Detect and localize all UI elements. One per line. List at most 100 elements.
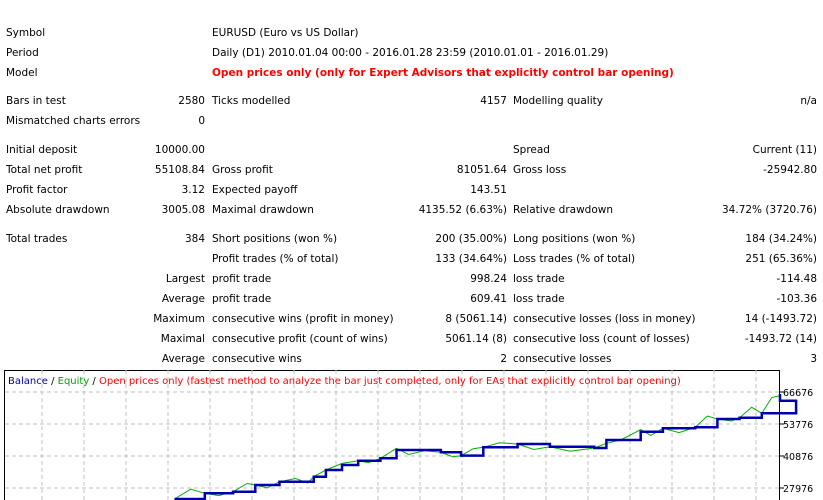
stats-label: Total trades (6, 233, 68, 245)
legend-balance: Balance (8, 376, 48, 387)
stats-row: Maximal consecutive profit (count of wins… (0, 329, 823, 349)
stats-value: Current (11) (752, 144, 817, 156)
stats-value: Maximal (160, 333, 205, 345)
stats-label: Mismatched charts errors (6, 115, 141, 127)
stats-value: 4157 (480, 95, 507, 107)
stats-label: Initial deposit (6, 144, 78, 156)
symbol-row: Symbol EURUSD (Euro vs US Dollar) (0, 23, 823, 43)
model-label: Model (6, 67, 38, 79)
chart-frame (4, 370, 780, 500)
stats-label: Ticks modelled (212, 95, 291, 107)
stats-label: Total net profit (6, 164, 83, 176)
stats-value: n/a (800, 95, 817, 107)
stats-value: 251 (65.36%) (745, 253, 817, 265)
stats-value: 14 (-1493.72) (744, 313, 817, 325)
y-tick-label: 53776 (783, 420, 813, 431)
stats-label: consecutive wins (212, 353, 302, 365)
stats-value: -103.36 (776, 293, 817, 305)
stats-label: Modelling quality (513, 95, 603, 107)
stats-value: 3.12 (181, 184, 205, 196)
stats-row: Total net profit 55108.84 Gross profit 8105… (0, 160, 823, 180)
stats-value: Maximum (153, 313, 205, 325)
stats-value: 5061.14 (8) (445, 333, 507, 345)
model-row: Model Open prices only (only for Expert … (0, 63, 823, 83)
y-tick-label: 66676 (783, 388, 813, 399)
stats-label: Profit factor (6, 184, 68, 196)
stats-value: 34.72% (3720.76) (722, 204, 817, 216)
stats-value: 200 (35.00%) (435, 233, 507, 245)
stats-row: Profit trades (% of total) 133 (34.64%) Lo… (0, 249, 823, 269)
stats-value: 4135.52 (6.63%) (418, 204, 507, 216)
stats-value: -114.48 (776, 273, 817, 285)
stats-label: profit trade (212, 273, 272, 285)
stats-value: Average (161, 293, 205, 305)
stats-row: Mismatched charts errors 0 (0, 111, 823, 131)
legend-sep2: / (89, 376, 99, 387)
balance-equity-chart: 66676 53776 40876 27976 Balance / Equity / … (4, 370, 813, 500)
stats-value: 184 (34.24%) (745, 233, 817, 245)
stats-label: Gross profit (212, 164, 273, 176)
stats-row: Average consecutive wins 2 consecutive loss… (0, 349, 823, 369)
stats-value: 8 (5061.14) (445, 313, 507, 325)
chart-grid (5, 370, 780, 500)
stats-label: loss trade (513, 293, 565, 305)
stats-value: 10000.00 (154, 144, 205, 156)
stats-value: 55108.84 (154, 164, 205, 176)
y-axis-ticks: 66676 53776 40876 27976 (780, 388, 813, 495)
symbol-label: Symbol (6, 27, 46, 39)
stats-value: Largest (165, 273, 205, 285)
stats-value: 2 (500, 353, 507, 365)
stats-row: Maximum consecutive wins (profit in money… (0, 309, 823, 329)
stats-label: consecutive losses (513, 353, 612, 365)
chart-legend: Balance / Equity / Open prices only (fas… (8, 376, 681, 387)
stats-label: Maximal drawdown (212, 204, 314, 216)
period-value: Daily (D1) 2010.01.04 00:00 - 2016.01.28… (212, 47, 609, 59)
stats-label: Long positions (won %) (513, 233, 636, 245)
stats-row: Largest profit trade 998.24 loss trade -114.… (0, 269, 823, 289)
balance-line (174, 394, 798, 500)
model-value: Open prices only (only for Expert Adviso… (212, 67, 674, 79)
stats-label: Spread (513, 144, 550, 156)
stats-value: 2580 (178, 95, 205, 107)
symbol-value: EURUSD (Euro vs US Dollar) (212, 27, 359, 39)
stats-label: consecutive profit (count of wins) (212, 333, 388, 345)
stats-value: 143.51 (470, 184, 507, 196)
period-label: Period (6, 47, 39, 59)
stats-value: 998.24 (470, 273, 507, 285)
stats-label: Bars in test (6, 95, 66, 107)
stats-row: Absolute drawdown 3005.08 Maximal drawdown… (0, 200, 823, 220)
stats-value: 609.41 (470, 293, 507, 305)
legend-note: Open prices only (fastest method to anal… (99, 376, 681, 387)
stats-label: Relative drawdown (513, 204, 614, 216)
stats-label: Short positions (won %) (212, 233, 338, 245)
stats-row: Initial deposit 10000.00 Spread Current (11… (0, 140, 823, 160)
stats-value: 0 (198, 115, 205, 127)
y-tick-label: 27976 (783, 484, 813, 495)
stats-label: Profit trades (% of total) (212, 253, 339, 265)
y-tick-label: 40876 (783, 452, 813, 463)
stats-label: Loss trades (% of total) (513, 253, 636, 265)
stats-label: Expected payoff (212, 184, 298, 196)
period-row: Period Daily (D1) 2010.01.04 00:00 - 201… (0, 43, 823, 63)
stats-row: Average profit trade 609.41 loss trade -103.… (0, 289, 823, 309)
stats-label: loss trade (513, 273, 565, 285)
stats-label: consecutive losses (loss in money) (513, 313, 696, 325)
stats-value: 133 (34.64%) (435, 253, 507, 265)
stats-value: -1493.72 (14) (744, 333, 817, 345)
stats-label: consecutive loss (count of losses) (513, 333, 690, 345)
stats-value: 3005.08 (161, 204, 205, 216)
stats-row: Profit factor 3.12 Expected payoff 143.51 (0, 180, 823, 200)
legend-equity: Equity (58, 376, 90, 387)
stats-value: Average (161, 353, 205, 365)
stats-label: consecutive wins (profit in money) (212, 313, 394, 325)
stats-row: Total trades 384 Short positions (won %) 20… (0, 229, 823, 249)
stats-label: Absolute drawdown (6, 204, 110, 216)
stats-value: 384 (184, 233, 205, 245)
stats-value: 81051.64 (456, 164, 507, 176)
stats-value: -25942.80 (763, 164, 817, 176)
stats-label: Gross loss (513, 164, 567, 176)
stats-label: profit trade (212, 293, 272, 305)
stats-value: 3 (810, 353, 817, 365)
stats-row: Bars in test 2580 Ticks modelled 4157 Modell… (0, 91, 823, 111)
legend-sep1: / (48, 376, 58, 387)
